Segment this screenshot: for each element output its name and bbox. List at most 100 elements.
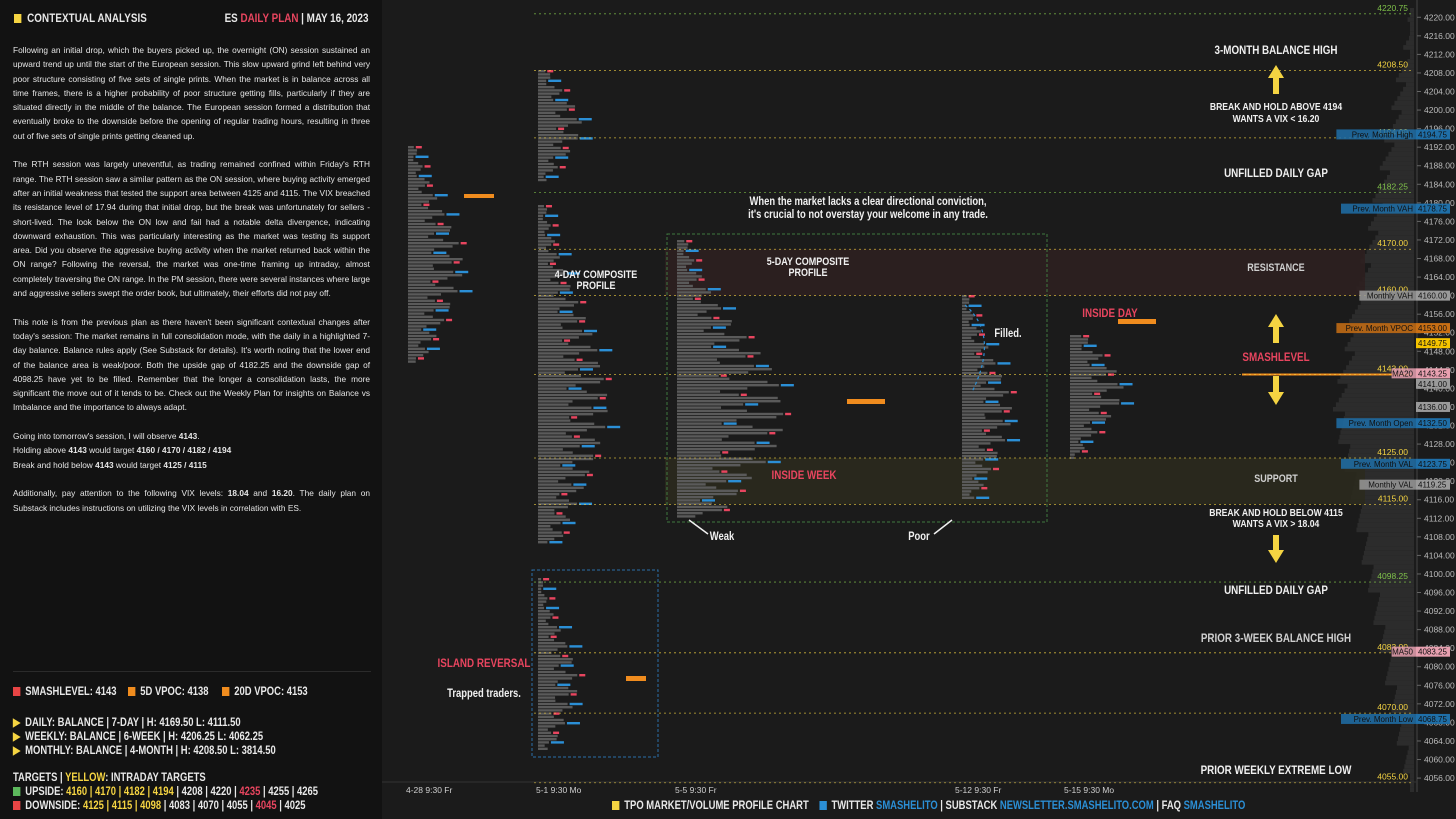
delta-bar	[579, 137, 593, 140]
delta-bar	[1080, 440, 1094, 443]
tpo-row	[677, 310, 707, 313]
analysis-paragraph-5: Additionally, pay attention to the follo…	[13, 488, 370, 513]
delta-bar	[460, 242, 467, 245]
smashlevel-swatch-icon	[13, 687, 21, 696]
axis-tick-label: 4176.00	[1424, 216, 1455, 226]
profile-4-28	[408, 146, 473, 363]
tpo-row	[1070, 354, 1103, 357]
tpo-row	[538, 339, 563, 342]
delta-bar	[566, 722, 580, 725]
tpo-row	[1070, 456, 1075, 459]
price-tag	[1416, 401, 1450, 412]
tpo-row	[538, 629, 561, 632]
faq-link[interactable]: SMASHELITO	[1183, 800, 1246, 812]
price-tag-label: Prev. Month VAL	[1354, 460, 1414, 469]
axis-tick-label: 4116.00	[1424, 495, 1454, 505]
tpo-row	[677, 406, 722, 409]
delta-bar	[1094, 392, 1101, 395]
tpo-row	[962, 371, 988, 375]
tpo-row	[538, 429, 587, 432]
volume-bar	[1351, 355, 1414, 361]
price-tag	[1416, 338, 1450, 349]
axis-tick-label: 4196.00	[1424, 124, 1455, 134]
level-label: 4208.50	[1377, 60, 1408, 70]
tpo-row	[538, 725, 556, 728]
tpo-row	[538, 162, 554, 166]
tpo-row	[677, 348, 739, 352]
delta-bar	[1121, 402, 1135, 405]
profile-4-day-composite	[538, 205, 621, 544]
volume-bar	[1407, 59, 1414, 64]
volume-bar	[1406, 754, 1414, 760]
tpo-row	[962, 336, 972, 339]
delta-bar	[1083, 335, 1090, 338]
tpo-row	[538, 390, 587, 393]
tpo-row	[538, 738, 557, 741]
tpo-row	[408, 293, 441, 296]
annotation-trapped-traders: Trapped traders.	[447, 687, 521, 700]
volume-bar	[1376, 606, 1414, 612]
triangle-right-icon: ▶	[13, 731, 21, 743]
delta-bar	[974, 477, 988, 480]
delta-bar	[547, 233, 561, 237]
tpo-row	[538, 371, 565, 374]
delta-bar	[723, 422, 737, 425]
volume-bar	[1347, 342, 1414, 347]
tpo-row	[538, 457, 594, 461]
delta-bar	[976, 352, 983, 355]
axis-tick-label: 4092.00	[1424, 606, 1455, 616]
delta-bar	[1010, 391, 1017, 394]
delta-bar	[568, 387, 582, 390]
arrow-weak-icon	[688, 519, 709, 535]
tpo-row	[677, 460, 766, 464]
annotation-prior-3-week-high: PRIOR 3-WEEK BALANCE HIGH	[1201, 632, 1351, 645]
tpo-row	[962, 333, 977, 336]
substack-link[interactable]: NEWSLETTER.SMASHELITO.COM	[999, 800, 1154, 812]
tpo-row	[962, 490, 972, 493]
tpo-row	[677, 345, 712, 348]
volume-bar	[1373, 216, 1414, 222]
tpo-row	[538, 731, 552, 734]
tpo-row	[962, 400, 984, 403]
delta-bar	[986, 448, 993, 451]
delta-bar	[721, 470, 728, 473]
tpo-row	[1070, 360, 1088, 363]
tpo-row	[538, 140, 563, 143]
tpo-row	[538, 622, 549, 626]
tpo-row	[538, 307, 560, 310]
social-marker-icon	[819, 801, 827, 810]
tpo-row	[538, 265, 553, 269]
tpo-row	[538, 301, 579, 304]
tpo-row	[962, 368, 978, 371]
legend-20d-vpoc: 20D VPOC: 4153	[222, 686, 308, 698]
tpo-row	[538, 233, 546, 237]
delta-bar	[563, 531, 570, 534]
tpo-row	[538, 499, 570, 502]
axis-tick-label: 4072.00	[1424, 699, 1455, 709]
tpo-row	[538, 150, 571, 153]
tpo-row	[677, 454, 722, 457]
delta-bar	[562, 521, 576, 525]
tpo-row	[538, 541, 548, 544]
tpo-row	[538, 368, 578, 371]
tpo-row	[538, 323, 561, 326]
time-label: 4-28 9:30 Fr	[406, 785, 452, 795]
tpo-row	[962, 493, 970, 496]
tpo-row	[677, 377, 730, 380]
tpo-row	[538, 521, 561, 525]
volume-bar	[1404, 764, 1414, 769]
tpo-row	[538, 747, 548, 750]
tpo-row	[408, 302, 451, 306]
annotation-inside-week: INSIDE WEEK	[771, 469, 836, 482]
volume-bar	[1394, 100, 1414, 106]
delta-bar	[453, 261, 460, 264]
tpo-row	[408, 184, 425, 187]
triangle-right-icon: ▶	[13, 745, 21, 757]
tpo-row	[1070, 389, 1107, 392]
analysis-paragraph-3: This note is from the previous plan as t…	[13, 316, 370, 413]
triangle-right-icon: ▶	[13, 717, 21, 729]
price-tag-label-bg	[1341, 203, 1416, 214]
tpo-row	[408, 197, 438, 200]
tpo-row	[677, 339, 740, 342]
twitter-link[interactable]: SMASHELITO	[876, 800, 938, 812]
